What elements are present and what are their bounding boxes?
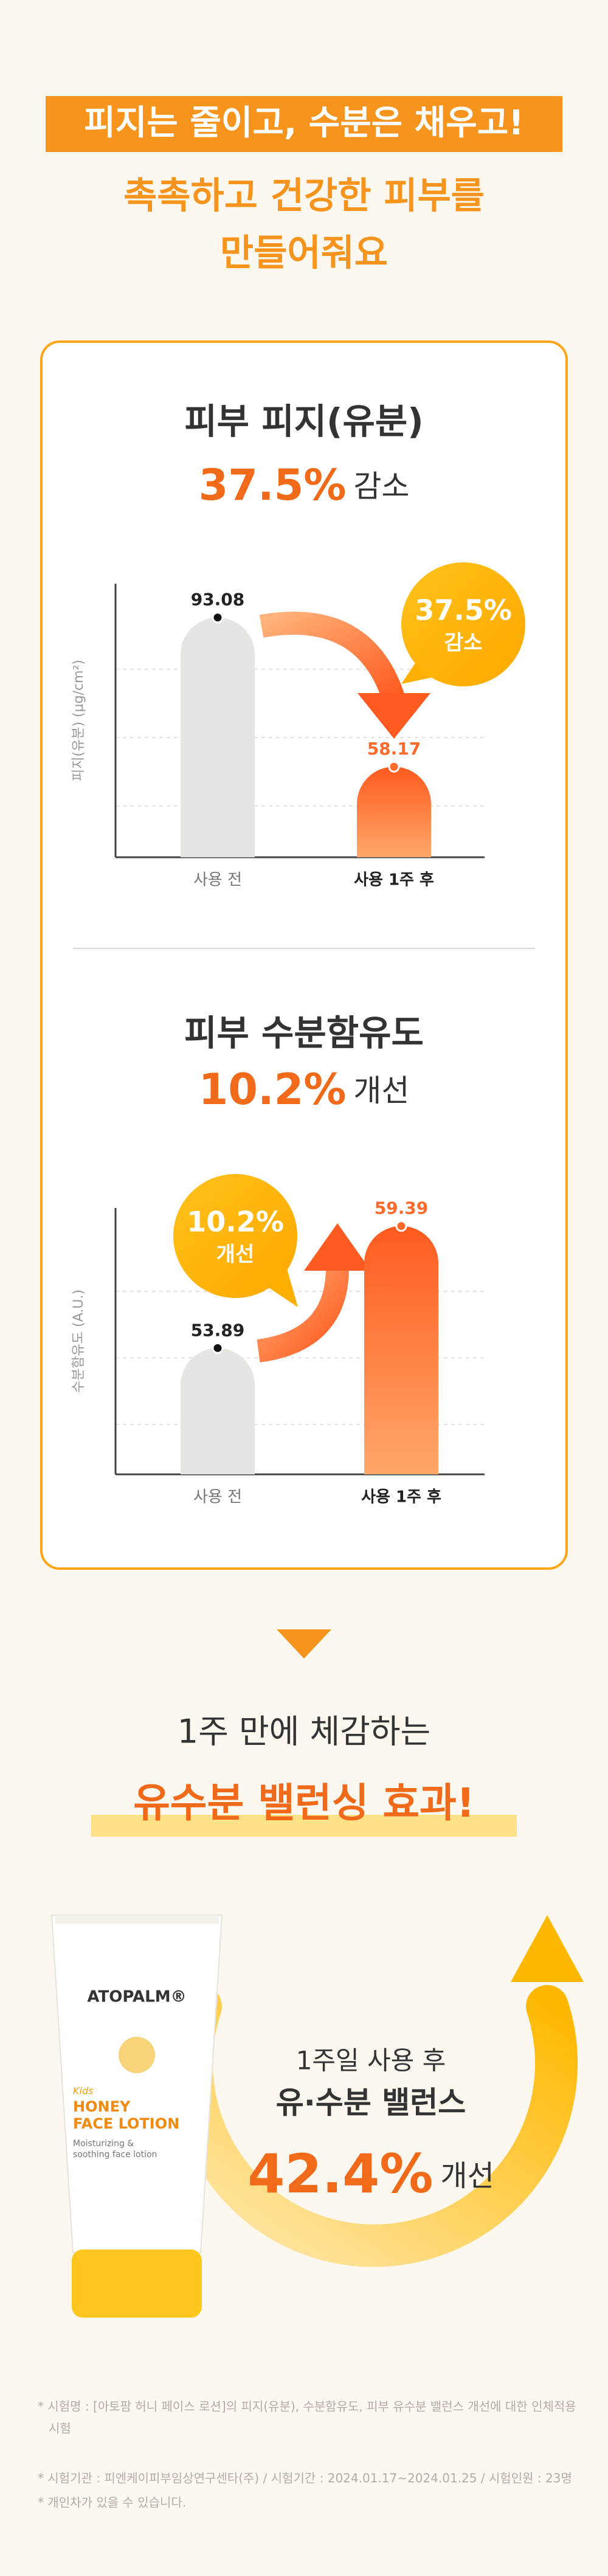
product-text: Kids — [73, 2085, 93, 2097]
bar-dot — [212, 1342, 224, 1354]
callout — [173, 1174, 297, 1298]
change-word: 개선 — [353, 1073, 409, 1108]
balance-change: 42.4% 개선 — [247, 2143, 494, 2205]
change-value: 37.5% — [199, 460, 347, 510]
product-text: HONEY — [73, 2098, 131, 2115]
subtitle: 만들어줘요 — [220, 232, 388, 275]
bar-dot — [388, 761, 400, 773]
value-label: 93.08 — [191, 590, 245, 610]
bar — [357, 767, 431, 857]
trend-arrow — [257, 1267, 349, 1362]
ring-arrow — [170, 1985, 578, 2267]
ring-arrow-head — [511, 1915, 584, 1982]
value-label: 58.17 — [367, 739, 421, 759]
y-axis-label: 수분함유도 (A.U.) — [71, 1290, 86, 1393]
chart-title: 피부 수분함유도 — [184, 1012, 424, 1054]
footnote: * 시험명 : [아토팜 허니 페이스 로션]의 피지(유분), 수분함유도, … — [38, 2399, 576, 2436]
x-tick-label: 사용 1주 후 — [361, 1488, 441, 1507]
footnote: * 개인차가 있을 수 있습니다. — [38, 2495, 187, 2510]
change-value: 42.4% — [247, 2143, 433, 2205]
card — [40, 340, 568, 1570]
chart-change: 37.5% 감소 — [199, 460, 410, 510]
banner-text: 피지는 줄이고, 수분은 채우고! — [84, 103, 524, 143]
callout-word: 개선 — [216, 1243, 255, 1267]
product-text: soothing face lotion — [73, 2150, 157, 2160]
banner — [46, 96, 562, 152]
trend-arrow-head — [304, 1223, 371, 1271]
x-tick-label: 사용 1주 후 — [354, 871, 434, 889]
tube-crimp — [55, 1915, 219, 1924]
callout-word: 감소 — [444, 631, 483, 655]
trend-arrow — [259, 612, 406, 703]
bar — [364, 1226, 438, 1474]
product-brand: ATOPALM® — [87, 1988, 186, 2006]
change-word: 감소 — [353, 469, 409, 504]
balance-line: 1주일 사용 후 — [296, 2046, 446, 2076]
change-word: 개선 — [440, 2159, 494, 2193]
tube-cap — [72, 2250, 202, 2318]
chart-title: 피부 피지(유분) — [184, 401, 423, 442]
chart-change: 10.2% 개선 — [199, 1065, 410, 1114]
y-axis-label: 피지(유분) (μg/cm²) — [71, 660, 86, 781]
footnote: * 시험기관 : 피엔케이피부임상연구센타(주) / 시험기간 : 2024.0… — [38, 2471, 572, 2485]
bar-dot — [395, 1220, 407, 1232]
change-value: 10.2% — [199, 1065, 347, 1114]
bar — [181, 617, 255, 857]
value-label: 59.39 — [375, 1198, 429, 1218]
callout — [401, 562, 525, 686]
product-text: FACE LOTION — [73, 2115, 179, 2132]
balance-title: 유·수분 밸런스 — [276, 2085, 466, 2121]
callout-value: 10.2% — [187, 1206, 284, 1238]
subtitle: 촉촉하고 건강한 피부를 — [123, 175, 485, 218]
highlight — [91, 1815, 517, 1837]
x-tick-label: 사용 전 — [193, 1488, 242, 1507]
callout-tail — [261, 1265, 298, 1307]
value-label: 53.89 — [191, 1320, 245, 1340]
effect-title: 유수분 밸런싱 효과! — [133, 1780, 475, 1826]
down-arrow — [277, 1629, 331, 1659]
tube — [50, 1915, 223, 2253]
callout-value: 37.5% — [415, 594, 512, 627]
product-text: Moisturizing & — [73, 2139, 134, 2149]
x-tick-label: 사용 전 — [193, 871, 242, 889]
product-mascot — [119, 2037, 155, 2073]
bar — [181, 1348, 255, 1474]
bar-dot — [212, 612, 224, 624]
trend-arrow-head — [358, 693, 430, 739]
effect-line: 1주 만에 체감하는 — [178, 1713, 430, 1751]
